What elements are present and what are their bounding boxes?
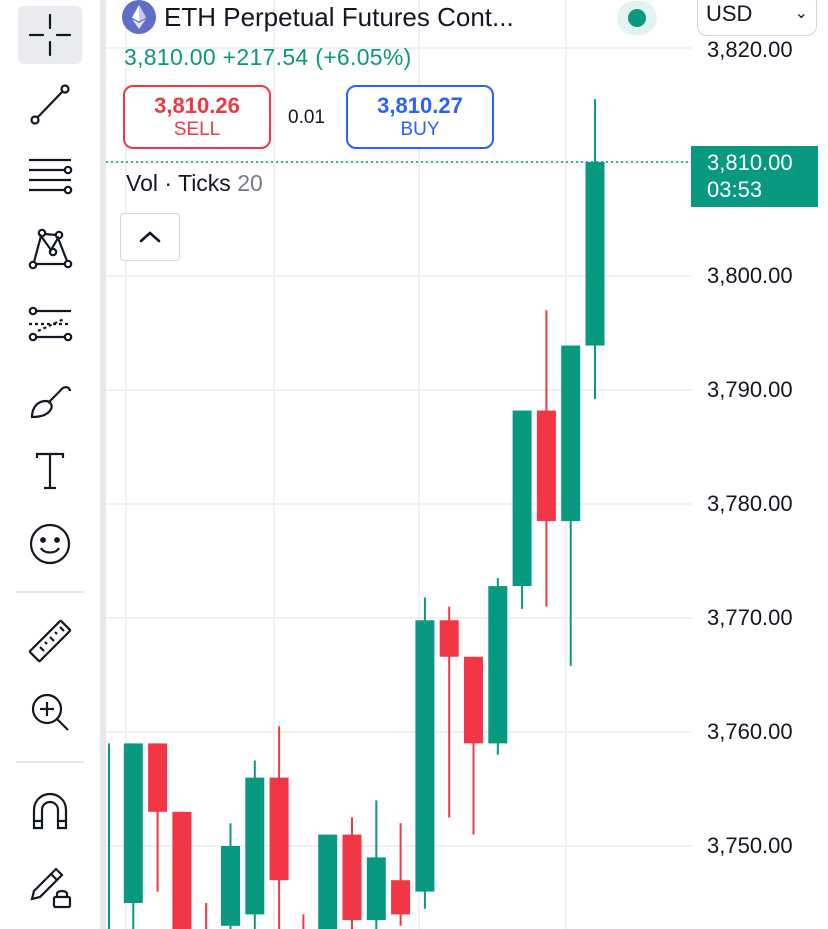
candle-body — [221, 846, 240, 926]
symbol-title[interactable]: ETH Perpetual Futures Cont... — [164, 1, 514, 32]
pattern-icon — [28, 228, 73, 270]
crosshair-tool[interactable] — [18, 6, 82, 64]
last-price-tag: 3,810.00 03:53 — [691, 146, 818, 207]
candle-body — [366, 857, 386, 921]
last-price: 3,810.00 — [124, 44, 216, 70]
y-tick-label: 3,780.00 — [707, 491, 793, 516]
bar-countdown: 03:53 — [707, 177, 763, 202]
toolbar-divider — [16, 761, 84, 763]
horizontal-lines-icon — [29, 158, 73, 195]
trend-line-tool[interactable] — [18, 75, 82, 133]
y-tick-label: 3,760.00 — [707, 719, 793, 744]
candle-body — [269, 777, 289, 881]
lock-drawings-tool[interactable] — [18, 856, 82, 914]
collapse-legend-button[interactable] — [120, 213, 180, 261]
buy-button[interactable]: 3,810.27 BUY — [346, 85, 494, 149]
indicator-param: 20 — [237, 170, 263, 196]
text-tool[interactable] — [18, 441, 82, 499]
pattern-tool[interactable] — [18, 219, 82, 277]
zoom-in-icon — [31, 693, 69, 731]
live-dot-icon — [628, 9, 646, 27]
ruler-tool[interactable] — [18, 612, 82, 670]
price-chart[interactable] — [106, 0, 828, 929]
y-tick-label: 3,770.00 — [707, 605, 793, 630]
sell-label: SELL — [173, 119, 221, 140]
candle-body — [172, 811, 192, 929]
candle-body — [245, 777, 265, 915]
price-change: +217.54 — [222, 44, 309, 70]
sell-price: 3,810.26 — [154, 93, 240, 118]
sell-button[interactable]: 3,810.26 SELL — [123, 85, 271, 149]
y-tick-label: 3,820.00 — [707, 37, 793, 62]
crosshair-icon — [28, 13, 72, 57]
candle-body — [391, 880, 411, 915]
symbol-header[interactable]: ETH Perpetual Futures Cont... — [122, 0, 514, 34]
volume-indicator-legend[interactable]: Vol · Ticks 20 — [126, 170, 263, 197]
brush-icon — [30, 386, 72, 419]
brush-tool[interactable] — [18, 370, 82, 428]
market-status-indicator[interactable] — [617, 1, 657, 35]
spread-value: 0.01 — [288, 107, 325, 128]
candle-body — [415, 620, 435, 892]
candle-body — [512, 410, 532, 587]
candle-body — [536, 410, 556, 522]
last-price-tag-value: 3,810.00 — [707, 150, 793, 175]
candle-body — [488, 586, 508, 744]
emoji-tool[interactable] — [18, 515, 82, 573]
toolbar-border — [100, 0, 106, 929]
currency-value: USD — [706, 1, 753, 26]
magnet-tool[interactable] — [18, 783, 82, 841]
y-tick-label: 3,790.00 — [707, 377, 793, 402]
candle-body — [148, 743, 168, 812]
currency-select[interactable]: USD ⌄ — [697, 0, 817, 36]
price-change-percent: (+6.05%) — [315, 44, 412, 70]
price-summary: 3,810.00 +217.54 (+6.05%) — [124, 44, 412, 71]
chevron-down-icon: ⌄ — [794, 5, 808, 22]
indicator-name: Vol · Ticks — [126, 170, 231, 196]
trend-line-icon — [30, 84, 70, 125]
emoji-icon — [29, 523, 71, 565]
zoom-in-tool[interactable] — [18, 683, 82, 741]
candle-body — [318, 834, 338, 929]
candle-body — [439, 620, 459, 657]
toolbar-divider — [16, 591, 84, 593]
candle-body — [464, 656, 483, 744]
horizontal-lines-tool[interactable] — [18, 147, 82, 205]
y-tick-label: 3,750.00 — [707, 833, 793, 858]
forecast-tool[interactable] — [18, 294, 82, 352]
candle-body — [585, 162, 605, 346]
candle-body — [561, 345, 581, 522]
drawing-toolbar — [0, 0, 100, 929]
buy-price: 3,810.27 — [377, 93, 463, 118]
magnet-icon — [32, 792, 68, 830]
chevron-up-icon — [139, 231, 161, 243]
text-icon — [35, 452, 65, 490]
buy-label: BUY — [400, 119, 440, 140]
ruler-icon — [28, 619, 72, 663]
candle-body — [123, 743, 143, 903]
ethereum-icon — [122, 0, 156, 34]
y-tick-label: 3,800.00 — [707, 263, 793, 288]
forecast-icon — [28, 306, 73, 342]
lock-drawings-icon — [30, 867, 72, 909]
candle-body — [342, 834, 362, 921]
